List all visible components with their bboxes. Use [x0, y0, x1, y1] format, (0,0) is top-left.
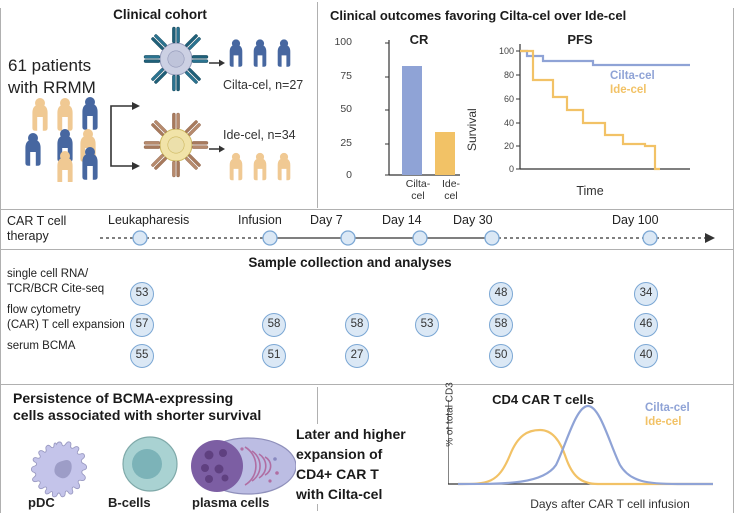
svg-text:0: 0	[509, 164, 514, 174]
svg-text:100: 100	[499, 46, 514, 56]
svg-text:80: 80	[504, 70, 514, 80]
svg-text:40: 40	[504, 118, 514, 128]
svg-text:60: 60	[504, 94, 514, 104]
svg-text:20: 20	[504, 141, 514, 151]
